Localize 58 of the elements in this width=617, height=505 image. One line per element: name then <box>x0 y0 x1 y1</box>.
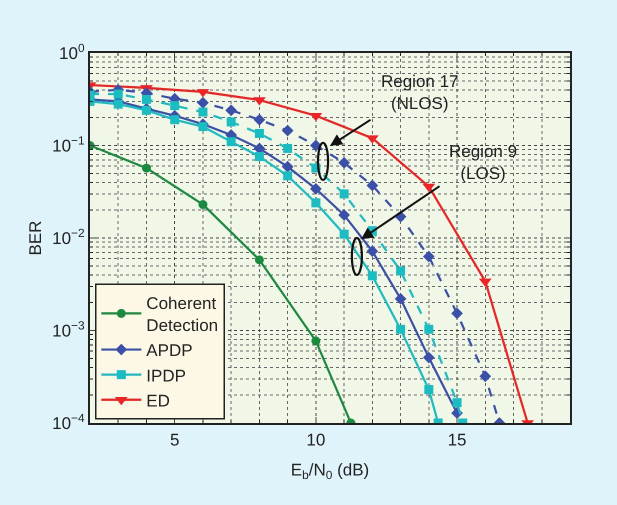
point <box>198 108 208 117</box>
point <box>394 292 406 305</box>
legend-label: Coherent Detection <box>146 294 218 336</box>
point <box>366 245 378 258</box>
annotation: Region 9 (LOS) <box>449 142 518 184</box>
point <box>254 128 264 138</box>
point <box>340 189 349 198</box>
point <box>311 198 320 208</box>
point <box>451 308 463 320</box>
point <box>424 324 434 334</box>
point <box>283 144 292 153</box>
annotation: Region 17 (NLOS) <box>381 72 459 114</box>
point <box>225 104 238 116</box>
point <box>142 106 151 115</box>
point <box>311 336 320 346</box>
point <box>368 271 377 280</box>
point <box>282 124 294 136</box>
y-tick-label: 10$^{−2}$ <box>52 226 85 248</box>
point <box>142 94 151 104</box>
point <box>198 200 208 210</box>
point <box>422 250 435 262</box>
y-tick-label: 10$^{−3}$ <box>52 318 85 340</box>
x-tick-label: 10 <box>306 430 326 450</box>
legend-label: IPDP <box>146 366 186 386</box>
point <box>282 160 294 173</box>
point <box>366 180 378 192</box>
point <box>142 164 151 173</box>
point <box>170 101 180 110</box>
point <box>170 115 180 124</box>
point <box>452 398 462 408</box>
point <box>340 230 349 239</box>
point <box>226 117 236 126</box>
point <box>226 137 236 146</box>
y-tick-label: 10$^{0}$ <box>59 40 85 63</box>
y-tick-label: 10$^{−4}$ <box>52 410 85 433</box>
point <box>338 209 350 221</box>
point <box>479 370 492 382</box>
point <box>422 352 435 364</box>
point <box>283 171 292 180</box>
point <box>310 182 322 195</box>
point <box>424 385 434 394</box>
point <box>338 156 350 169</box>
y-tick-label: 10$^{−1}$ <box>52 133 85 156</box>
point <box>396 324 406 334</box>
x-tick-label: 15 <box>448 430 467 450</box>
point <box>114 100 123 109</box>
point <box>197 96 209 109</box>
point <box>114 90 123 99</box>
x-axis-title: E$_{b}$/N$_{0}$ (dB) <box>290 460 370 482</box>
y-axis-title: BER <box>26 220 46 256</box>
legend-label: APDP <box>146 341 193 360</box>
point <box>254 255 264 264</box>
legend-label: ED <box>146 391 170 410</box>
point <box>198 122 208 132</box>
x-tick-label: 5 <box>170 430 180 450</box>
point <box>254 152 264 162</box>
point <box>254 114 266 126</box>
point <box>396 266 406 276</box>
